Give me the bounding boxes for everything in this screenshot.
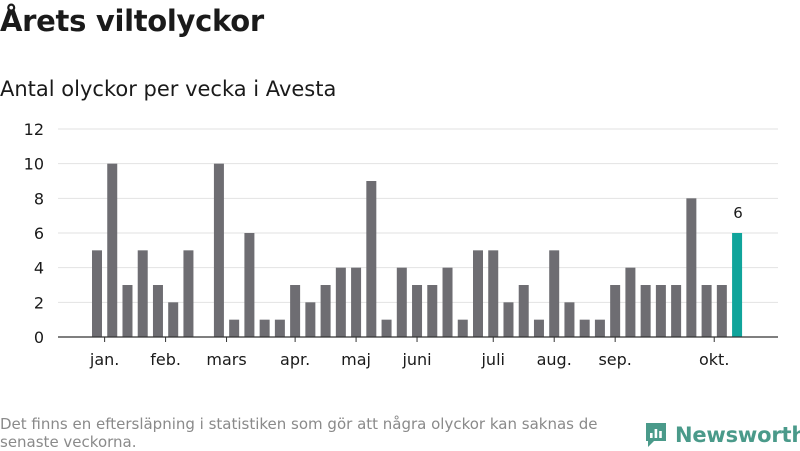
bar — [503, 302, 514, 337]
y-tick-label: 2 — [34, 293, 44, 312]
x-tick-label: juli — [480, 350, 504, 369]
bar — [290, 285, 301, 337]
highlight-bar — [732, 233, 743, 337]
bar — [473, 250, 483, 337]
y-tick-label: 6 — [34, 224, 44, 243]
x-tick-label: feb. — [150, 350, 181, 369]
bar — [168, 302, 179, 337]
bar — [229, 319, 240, 337]
x-tick-label: sep. — [598, 350, 631, 369]
bar — [686, 198, 697, 337]
bar — [381, 319, 392, 337]
bar — [396, 267, 407, 337]
chart-title: Årets viltolyckor — [0, 4, 264, 38]
bar — [640, 285, 651, 337]
bar — [305, 302, 316, 337]
bar — [274, 319, 285, 337]
bar — [152, 285, 163, 337]
x-tick-label: maj — [341, 350, 371, 369]
x-tick-label: juni — [401, 350, 431, 369]
x-tick-label: okt. — [699, 350, 729, 369]
chart-subtitle: Antal olyckor per vecka i Avesta — [0, 77, 337, 101]
bar — [427, 285, 438, 337]
x-tick-label: aug. — [537, 350, 572, 369]
bar — [701, 285, 712, 337]
x-tick-label: apr. — [280, 350, 310, 369]
bar — [457, 319, 468, 337]
x-tick-label: mars — [206, 350, 246, 369]
bar — [366, 181, 377, 337]
bar — [320, 285, 331, 337]
y-tick-label: 4 — [34, 259, 44, 278]
bar — [137, 250, 148, 337]
bar — [244, 233, 255, 337]
x-tick-label: jan. — [89, 350, 119, 369]
bar — [549, 250, 560, 337]
bar — [122, 285, 133, 337]
bar — [488, 250, 499, 337]
bar — [610, 285, 621, 337]
bar — [259, 319, 270, 337]
bar — [351, 267, 362, 337]
highlight-data-label: 6 — [733, 204, 743, 222]
bar — [92, 250, 102, 337]
brand-logo[interactable]: Newsworthy — [644, 420, 800, 450]
bar — [213, 163, 224, 337]
bar — [671, 285, 682, 337]
bar — [533, 319, 544, 337]
bar — [183, 250, 194, 337]
y-tick-label: 10 — [24, 155, 44, 174]
bar — [625, 267, 636, 337]
bar — [335, 267, 346, 337]
y-tick-label: 8 — [34, 189, 44, 208]
bar-chart: 0 2 4 6 8 10 12 6 jan. feb. mars apr. maj juni juli aug… — [24, 120, 778, 369]
newsworthy-logo-icon — [646, 423, 666, 447]
bar — [564, 302, 575, 337]
bar — [716, 285, 727, 337]
y-tick-label: 0 — [34, 328, 44, 347]
bar — [579, 319, 590, 337]
bar — [107, 163, 118, 337]
bar — [442, 267, 453, 337]
bar — [655, 285, 666, 337]
bar — [412, 285, 423, 337]
y-tick-label: 12 — [24, 120, 44, 139]
brand-name: Newsworthy — [675, 423, 800, 447]
bar — [594, 319, 605, 337]
bar — [518, 285, 529, 337]
footer-note: Det finns en eftersläpning i statistiken… — [0, 415, 598, 451]
